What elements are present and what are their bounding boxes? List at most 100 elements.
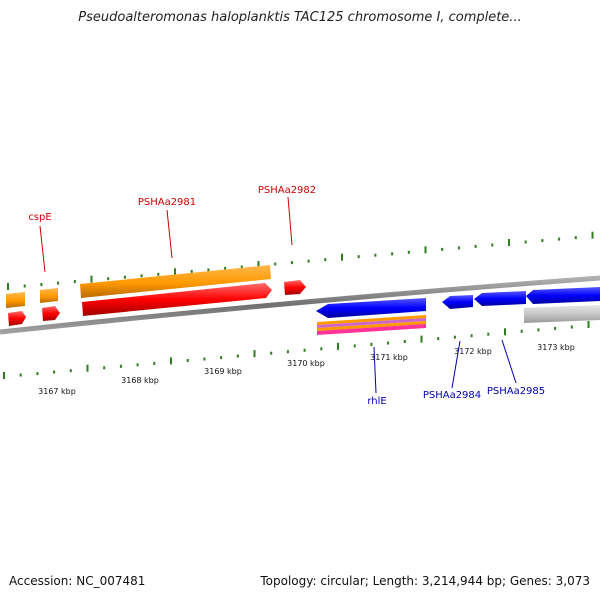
feature-blue-rhle[interactable]: [316, 298, 426, 318]
feature-red-1[interactable]: [8, 311, 26, 326]
tick-mark-lower: [403, 340, 406, 343]
tick-mark-lower: [537, 328, 540, 332]
tick-mark-upper: [73, 280, 76, 284]
tick-track-lower: [3, 321, 590, 379]
tick-mark-lower: [220, 356, 223, 360]
feature-orange-pshaa2981[interactable]: [80, 265, 271, 298]
tick-mark-upper: [224, 266, 227, 270]
tick-mark-lower: [253, 350, 256, 358]
feature-blue-pshaa2985[interactable]: [474, 291, 526, 306]
axis-tick-label: 3167 kbp: [38, 387, 76, 396]
tick-mark-lower: [487, 332, 490, 336]
gene-label-pshaa2981[interactable]: PSHAa2981: [138, 197, 196, 208]
tick-mark-upper: [341, 253, 343, 261]
tick-mark-upper: [441, 247, 444, 251]
tick-mark-lower: [153, 361, 156, 365]
tick-mark-lower: [86, 364, 89, 372]
gene-label-pshaa2984[interactable]: PSHAa2984: [423, 390, 481, 401]
tick-mark-upper: [307, 259, 310, 263]
tick-mark-lower: [236, 354, 239, 358]
tick-mark-upper: [107, 277, 110, 281]
tick-mark-upper: [290, 261, 293, 265]
leader-line-pshaa2981: [166, 209, 173, 259]
axis-tick-label: 3169 kbp: [204, 367, 242, 376]
leader-line-pshaa2984: [451, 340, 461, 389]
gene-label-rhle[interactable]: rhlE: [367, 396, 386, 407]
genome-summary-text: Topology: circular; Length: 3,214,944 bp…: [260, 574, 590, 588]
tick-mark-upper: [391, 252, 394, 256]
feature-blue-pshaa2984[interactable]: [442, 295, 473, 309]
tick-mark-upper: [524, 240, 527, 244]
tick-mark-upper: [541, 239, 544, 243]
tick-mark-lower: [337, 342, 339, 350]
tick-mark-upper: [574, 236, 577, 240]
tick-mark-upper: [240, 265, 243, 269]
tick-mark-upper: [274, 262, 277, 266]
tick-mark-lower: [119, 364, 122, 368]
tick-mark-upper: [558, 237, 561, 241]
tick-mark-upper: [123, 275, 126, 279]
tick-mark-upper: [474, 244, 477, 248]
axis-tick-label: 3170 kbp: [287, 359, 325, 368]
tick-mark-upper: [491, 243, 494, 247]
tick-mark-lower: [19, 373, 22, 377]
map-title: Pseudoalteromonas haloplanktis TAC125 ch…: [78, 10, 522, 25]
feature-red-cspe[interactable]: [42, 306, 60, 321]
tick-mark-upper: [190, 269, 193, 273]
tick-mark-lower: [270, 351, 273, 355]
feature-red-pshaa2982[interactable]: [284, 280, 306, 295]
tick-mark-lower: [437, 337, 440, 341]
axis-tick-label: 3173 kbp: [537, 343, 575, 352]
tick-mark-upper: [174, 268, 176, 276]
tick-mark-upper: [140, 274, 143, 278]
accession-text: Accession: NC_007481: [9, 574, 146, 588]
tick-mark-upper: [591, 231, 594, 239]
tick-mark-lower: [353, 344, 356, 348]
gene-label-pshaa2985[interactable]: PSHAa2985: [487, 386, 545, 397]
gene-label-cspe[interactable]: cspE: [28, 212, 51, 223]
tick-mark-upper: [90, 275, 93, 283]
tick-mark-upper: [57, 281, 60, 285]
tick-mark-lower: [504, 328, 506, 336]
tick-mark-upper: [40, 283, 43, 287]
tick-mark-lower: [303, 348, 306, 352]
tick-mark-lower: [36, 372, 39, 376]
leader-line-rhle: [373, 346, 377, 394]
tick-mark-upper: [508, 239, 510, 246]
tick-mark-lower: [3, 372, 5, 379]
feature-blue-right[interactable]: [526, 287, 600, 304]
feature-gray-right[interactable]: [524, 305, 600, 323]
tick-mark-lower: [186, 359, 189, 362]
tick-mark-lower: [320, 347, 323, 351]
tick-mark-lower: [520, 329, 523, 333]
tick-mark-lower: [570, 325, 573, 329]
feature-stripes: [317, 315, 426, 335]
axis-tick-label: 3172 kbp: [454, 347, 492, 356]
tick-mark-upper: [257, 261, 260, 268]
tick-mark-upper: [457, 246, 460, 250]
tick-mark-lower: [103, 366, 106, 370]
feature-orange-1[interactable]: [6, 292, 25, 308]
feature-orange-cspe[interactable]: [40, 288, 58, 303]
axis-tick-label: 3168 kbp: [121, 376, 159, 385]
tick-mark-lower: [136, 363, 139, 367]
tick-mark-upper: [357, 255, 360, 259]
tick-mark-upper: [23, 284, 26, 288]
tick-mark-upper: [407, 250, 410, 254]
tick-mark-lower: [387, 341, 390, 345]
leader-line-pshaa2982: [287, 196, 293, 246]
tick-mark-upper: [424, 246, 427, 254]
tick-mark-lower: [286, 350, 289, 354]
tick-mark-lower: [170, 357, 172, 365]
tick-mark-lower: [53, 370, 56, 374]
gene-label-pshaa2982[interactable]: PSHAa2982: [258, 185, 316, 196]
tick-mark-upper: [374, 253, 377, 257]
tick-mark-lower: [554, 326, 557, 330]
leader-line-pshaa2985: [501, 339, 517, 384]
axis-tick-label: 3171 kbp: [370, 353, 408, 362]
tick-mark-lower: [470, 334, 473, 338]
leader-line-cspe: [39, 225, 46, 273]
feature-red-pshaa2981[interactable]: [82, 283, 272, 316]
tick-mark-upper: [207, 268, 210, 272]
